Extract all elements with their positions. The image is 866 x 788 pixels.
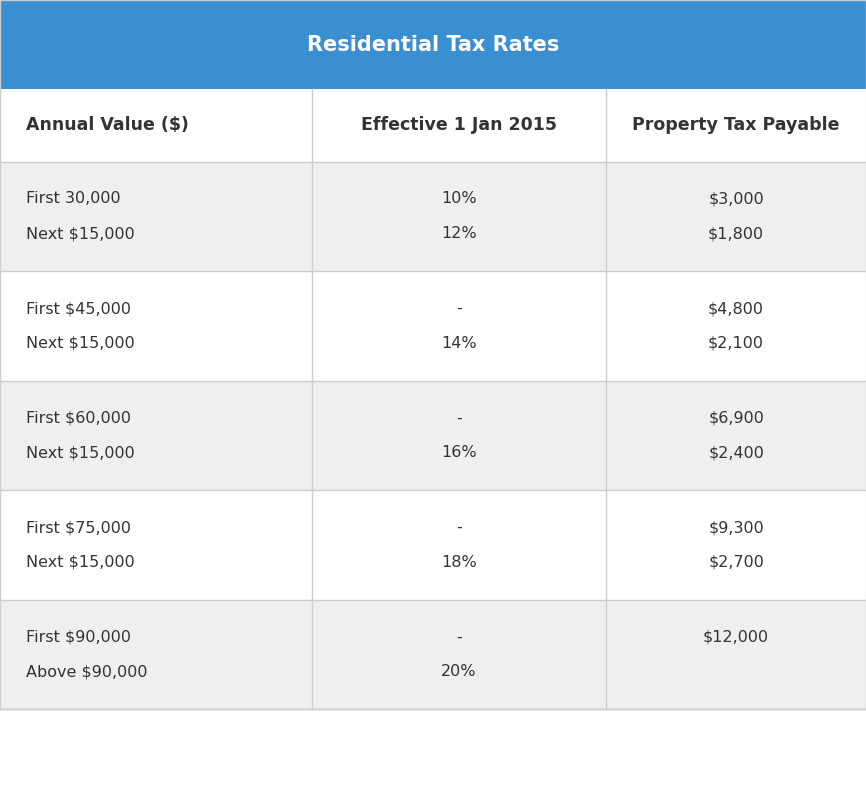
Text: First $45,000: First $45,000 <box>26 301 131 316</box>
Text: Property Tax Payable: Property Tax Payable <box>632 117 840 134</box>
FancyBboxPatch shape <box>0 600 866 709</box>
Text: $1,800: $1,800 <box>708 226 764 241</box>
Text: Effective 1 Jan 2015: Effective 1 Jan 2015 <box>361 117 557 134</box>
Text: $3,000: $3,000 <box>708 191 764 206</box>
Text: $12,000: $12,000 <box>703 630 769 645</box>
Text: Next $15,000: Next $15,000 <box>26 445 135 460</box>
Text: First 30,000: First 30,000 <box>26 191 120 206</box>
Text: Next $15,000: Next $15,000 <box>26 555 135 570</box>
Text: 16%: 16% <box>441 445 477 460</box>
Text: 18%: 18% <box>441 555 477 570</box>
Text: 20%: 20% <box>442 664 476 679</box>
Text: Annual Value ($): Annual Value ($) <box>26 117 189 134</box>
Text: 10%: 10% <box>441 191 477 206</box>
Text: Next $15,000: Next $15,000 <box>26 226 135 241</box>
Text: Above $90,000: Above $90,000 <box>26 664 147 679</box>
Text: -: - <box>456 301 462 316</box>
Text: -: - <box>456 520 462 535</box>
Text: 14%: 14% <box>441 336 477 351</box>
Text: 12%: 12% <box>441 226 477 241</box>
Text: $9,300: $9,300 <box>708 520 764 535</box>
Text: -: - <box>456 630 462 645</box>
FancyBboxPatch shape <box>0 381 866 490</box>
Text: Residential Tax Rates: Residential Tax Rates <box>307 35 559 54</box>
FancyBboxPatch shape <box>0 271 866 381</box>
Text: First $60,000: First $60,000 <box>26 411 131 426</box>
Text: $2,100: $2,100 <box>708 336 764 351</box>
Text: Next $15,000: Next $15,000 <box>26 336 135 351</box>
Text: $6,900: $6,900 <box>708 411 764 426</box>
Text: $4,800: $4,800 <box>708 301 764 316</box>
Text: First $75,000: First $75,000 <box>26 520 131 535</box>
FancyBboxPatch shape <box>0 162 866 271</box>
FancyBboxPatch shape <box>0 0 866 89</box>
Text: -: - <box>456 411 462 426</box>
FancyBboxPatch shape <box>0 89 866 162</box>
Text: $2,700: $2,700 <box>708 555 764 570</box>
Text: First $90,000: First $90,000 <box>26 630 131 645</box>
Text: $2,400: $2,400 <box>708 445 764 460</box>
FancyBboxPatch shape <box>0 490 866 600</box>
